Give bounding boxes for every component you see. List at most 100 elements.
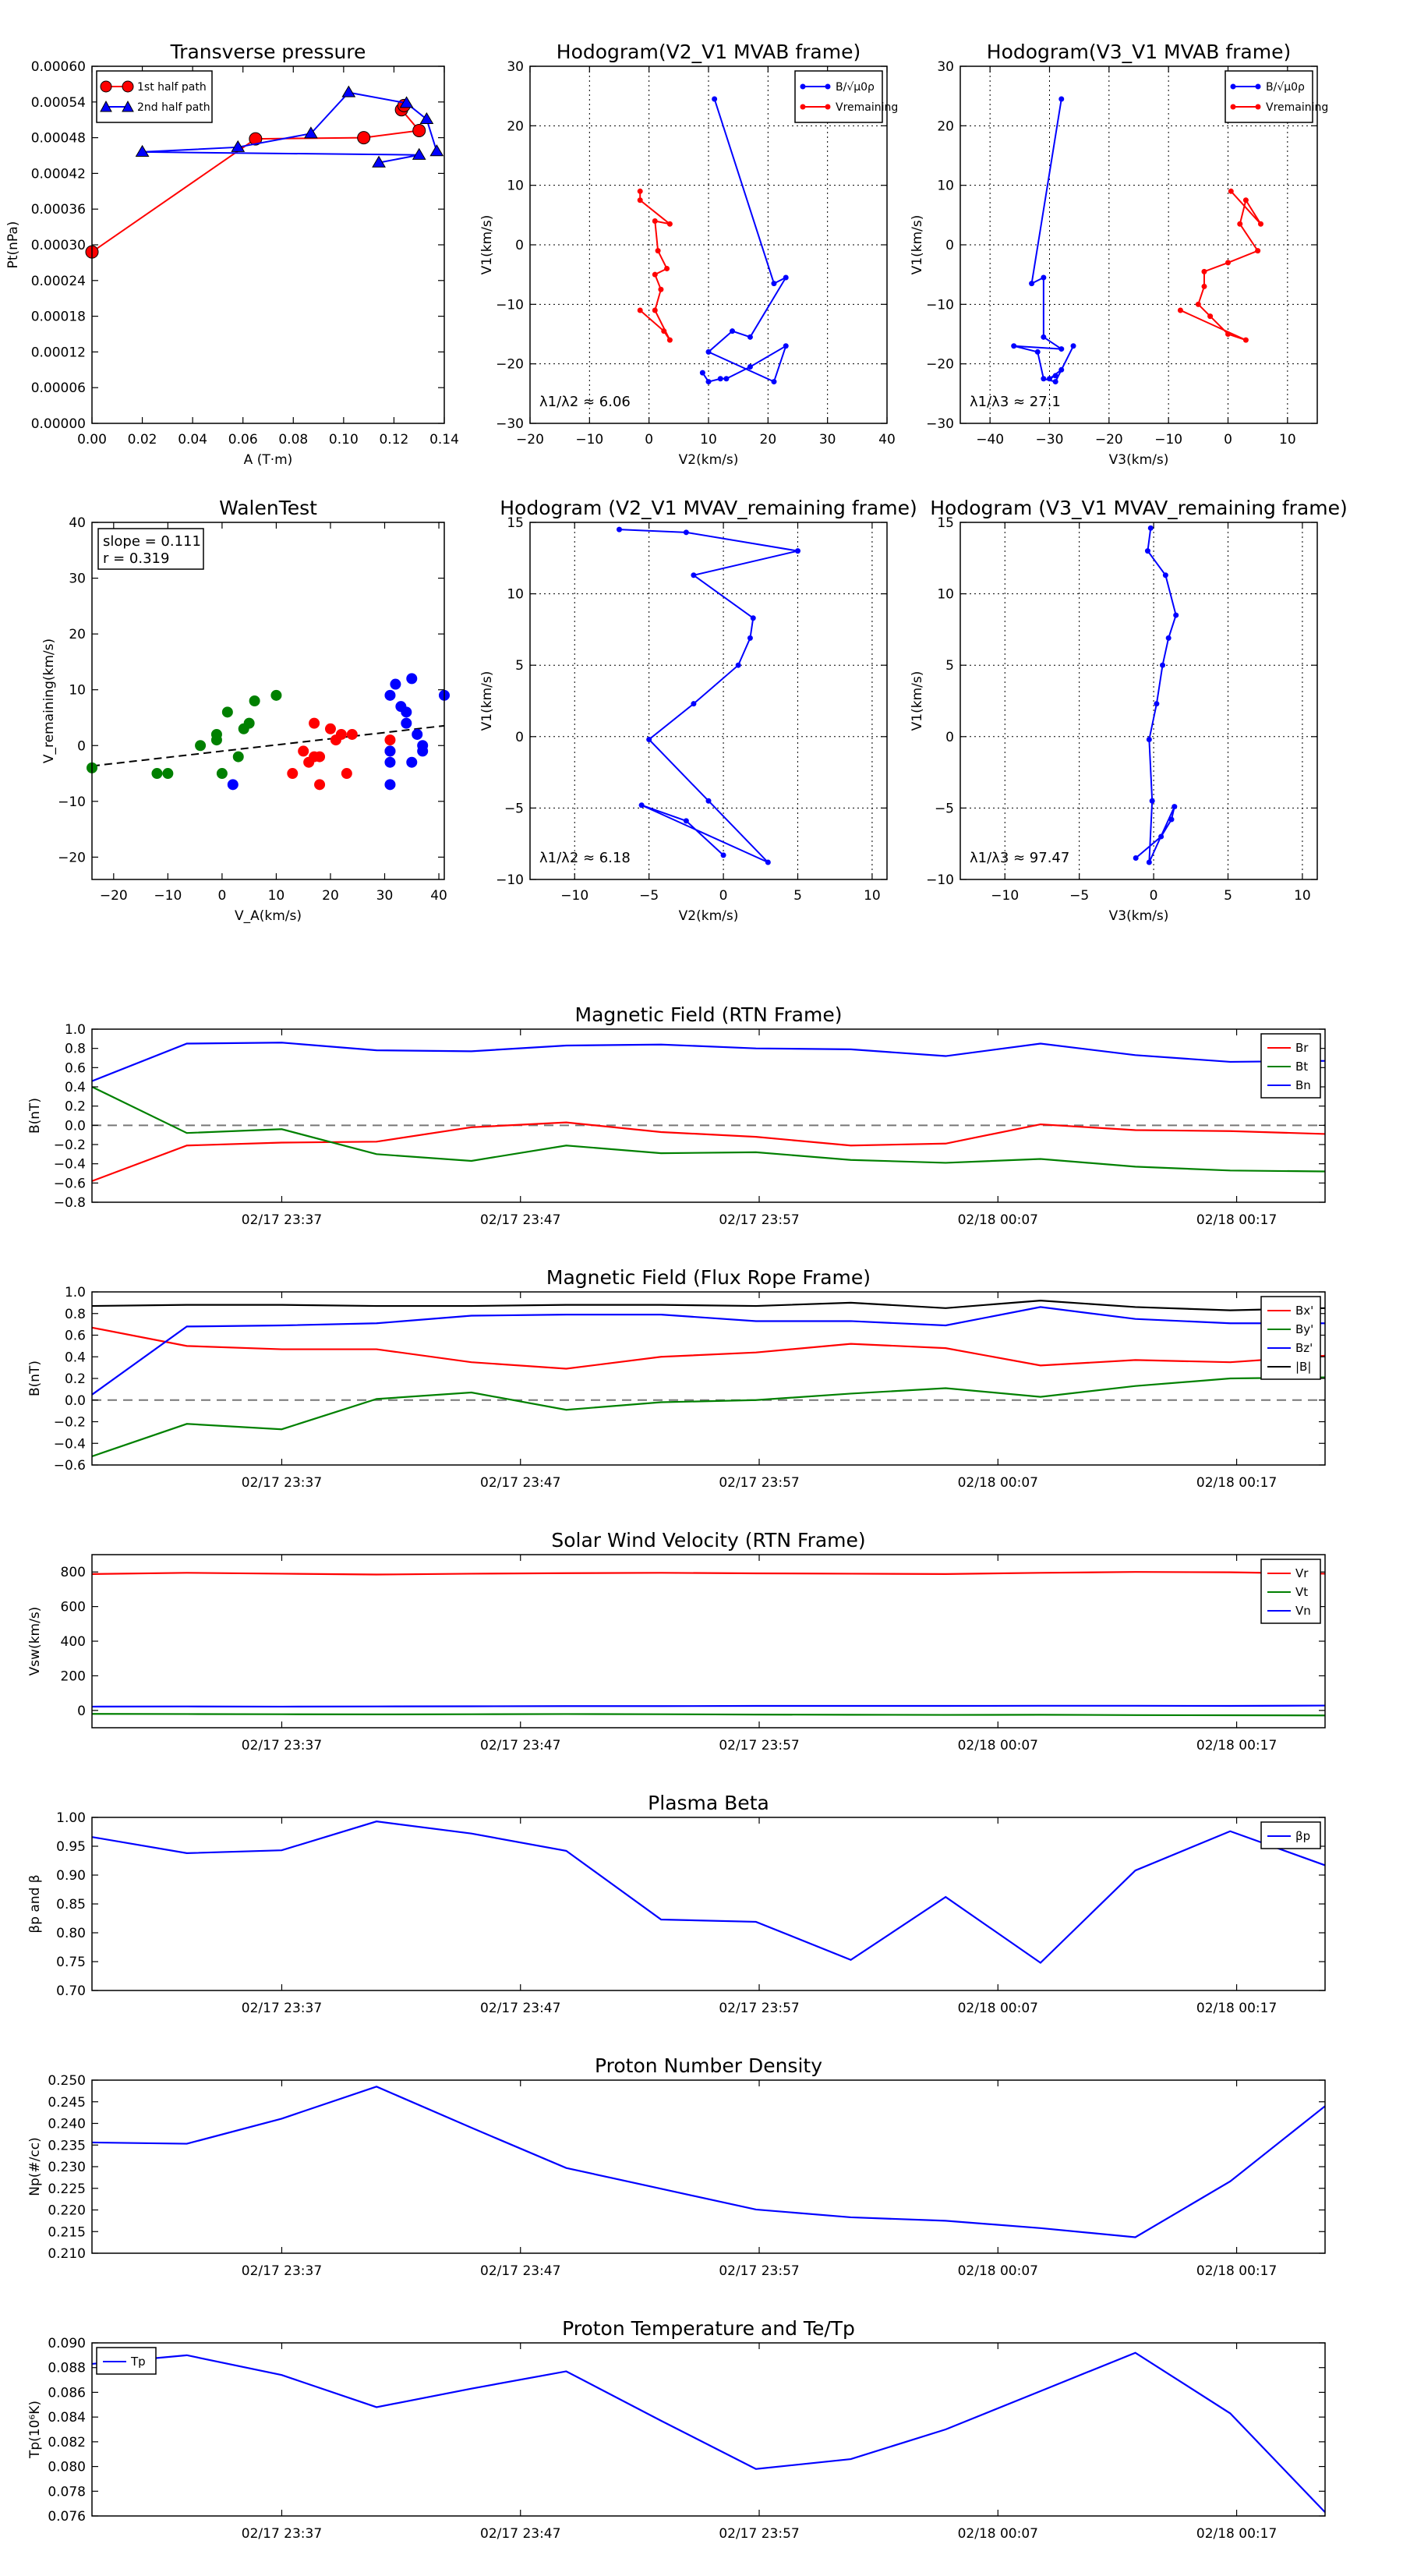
data-point [664, 266, 670, 272]
legend-box [1225, 70, 1313, 123]
data-point [705, 379, 712, 385]
legend: βp [1260, 1821, 1321, 1849]
chart-title: Hodogram (V3_V1 MVAV_remaining frame) [930, 497, 1348, 519]
y-tick-label: 0 [77, 738, 86, 754]
x-tick-label: 02/18 00:07 [958, 2526, 1038, 2542]
y-tick-label: 0.220 [48, 2203, 86, 2219]
y-tick-label: 0.00006 [31, 380, 86, 396]
y-tick-label: 800 [61, 1565, 86, 1580]
y-tick-label: 0.85 [56, 1897, 86, 1913]
x-tick-label: 10 [1294, 888, 1311, 904]
legend-marker [1255, 83, 1261, 90]
x-tick-label: 30 [819, 432, 836, 448]
y-tick-label: 0.086 [48, 2385, 86, 2401]
series-line-3 [91, 1704, 1326, 1708]
x-tick-label: 02/18 00:17 [1196, 1475, 1277, 1491]
x-tick-label: 0.10 [329, 432, 359, 448]
chart-t6: 02/17 23:37 02/17 23:47 02/17 23:57 02/18 0… [27, 2317, 1326, 2542]
data-point [661, 328, 667, 334]
y-axis-label: Pt(nPa) [5, 221, 21, 269]
y-tick-label: 0.75 [56, 1955, 86, 1970]
legend-marker [100, 80, 112, 93]
legend-label: Bn [1295, 1078, 1311, 1092]
x-tick-label: 02/18 00:17 [1196, 2001, 1277, 2016]
plot-frame [91, 2079, 1326, 2254]
data-point [270, 689, 282, 701]
y-tick-label: 0.00012 [31, 345, 86, 360]
y-tick-label: 0.00030 [31, 238, 86, 253]
data-point [401, 706, 412, 718]
data-point [1195, 301, 1201, 307]
x-tick-label: −30 [1036, 432, 1064, 448]
y-tick-label: 1.00 [56, 1810, 86, 1826]
annotation-text: λ1/λ3 ≈ 97.47 [970, 850, 1069, 866]
y-tick-label: −0.8 [54, 1195, 86, 1211]
y-tick-label: −10 [58, 794, 86, 810]
y-tick-label: 0.4 [65, 1080, 86, 1095]
legend: B/√μ0ρ Vremaining [1225, 70, 1328, 123]
y-tick-label: −10 [496, 297, 524, 313]
x-tick-label: 02/18 00:07 [958, 2263, 1038, 2279]
x-tick-label: 0 [217, 888, 226, 904]
data-point [683, 529, 689, 536]
annotation-text: slope = 0.111 [103, 533, 201, 550]
x-tick-label: 02/18 00:17 [1196, 2263, 1277, 2279]
chart-title: WalenTest [219, 497, 317, 519]
y-axis-label: Np(#/cc) [27, 2137, 43, 2196]
y-tick-label: −20 [496, 357, 524, 373]
y-tick-label: 10 [69, 683, 86, 699]
data-point [735, 662, 741, 668]
y-tick-label: 0.6 [65, 1060, 86, 1076]
legend: Vr Vt Vn [1260, 1559, 1321, 1624]
annotation-text: λ1/λ2 ≈ 6.06 [539, 394, 631, 410]
x-tick-label: −20 [100, 888, 128, 904]
series-line-3 [91, 1042, 1326, 1082]
x-tick-label: 0.12 [379, 432, 408, 448]
y-tick-label: 0.6 [65, 1329, 86, 1344]
chart-title: Proton Temperature and Te/Tp [562, 2317, 855, 2340]
y-tick-label: 0.80 [56, 1926, 86, 1941]
data-point [1133, 855, 1139, 862]
data-point [747, 334, 753, 340]
data-point [324, 723, 336, 734]
y-tick-label: 0 [945, 730, 954, 745]
y-tick-label: 30 [937, 59, 954, 75]
data-point [1144, 548, 1150, 554]
x-tick-label: 0.00 [77, 432, 107, 448]
data-point [384, 734, 396, 746]
chart-p3: −40 −30 −20 −10 0 10 −30 −20 −10 0 10 20 30 Hodogram(… [910, 41, 1328, 468]
series-line-2 [91, 1713, 1326, 1717]
data-point [771, 379, 777, 385]
data-point [1041, 334, 1047, 340]
x-tick-label: 02/17 23:57 [719, 2001, 799, 2016]
series-line [1135, 528, 1177, 863]
plot-frame [959, 522, 1318, 880]
chart-t4: 02/17 23:37 02/17 23:47 02/17 23:57 02/18 0… [27, 1792, 1326, 2016]
series-line-1 [91, 1571, 1326, 1576]
data-point [243, 717, 255, 729]
legend-label: Bt [1295, 1060, 1308, 1074]
data-point [683, 818, 689, 824]
legend-marker [825, 104, 831, 110]
legend-label: B/√μ0ρ [1266, 81, 1305, 94]
data-point [771, 281, 777, 287]
chart-title: Hodogram (V2_V1 MVAV_remaining frame) [500, 497, 917, 519]
data-point [1011, 343, 1017, 349]
x-tick-label: 02/17 23:57 [719, 2263, 799, 2279]
data-point [652, 271, 658, 278]
y-tick-label: 0.090 [48, 2336, 86, 2351]
y-tick-label: 0.225 [48, 2181, 86, 2197]
x-tick-label: −5 [639, 888, 659, 904]
y-axis-label: Vsw(km/s) [27, 1607, 43, 1676]
x-tick-label: 02/18 00:07 [958, 1475, 1038, 1491]
data-point [691, 701, 697, 707]
y-tick-label: −0.2 [54, 1415, 86, 1431]
y-tick-label: −0.4 [54, 1436, 86, 1452]
data-point [304, 126, 318, 139]
data-point [135, 144, 150, 157]
plot-frame [91, 522, 445, 880]
data-point [646, 736, 652, 742]
y-tick-label: 0.245 [48, 2095, 86, 2111]
x-tick-label: −5 [1069, 888, 1089, 904]
